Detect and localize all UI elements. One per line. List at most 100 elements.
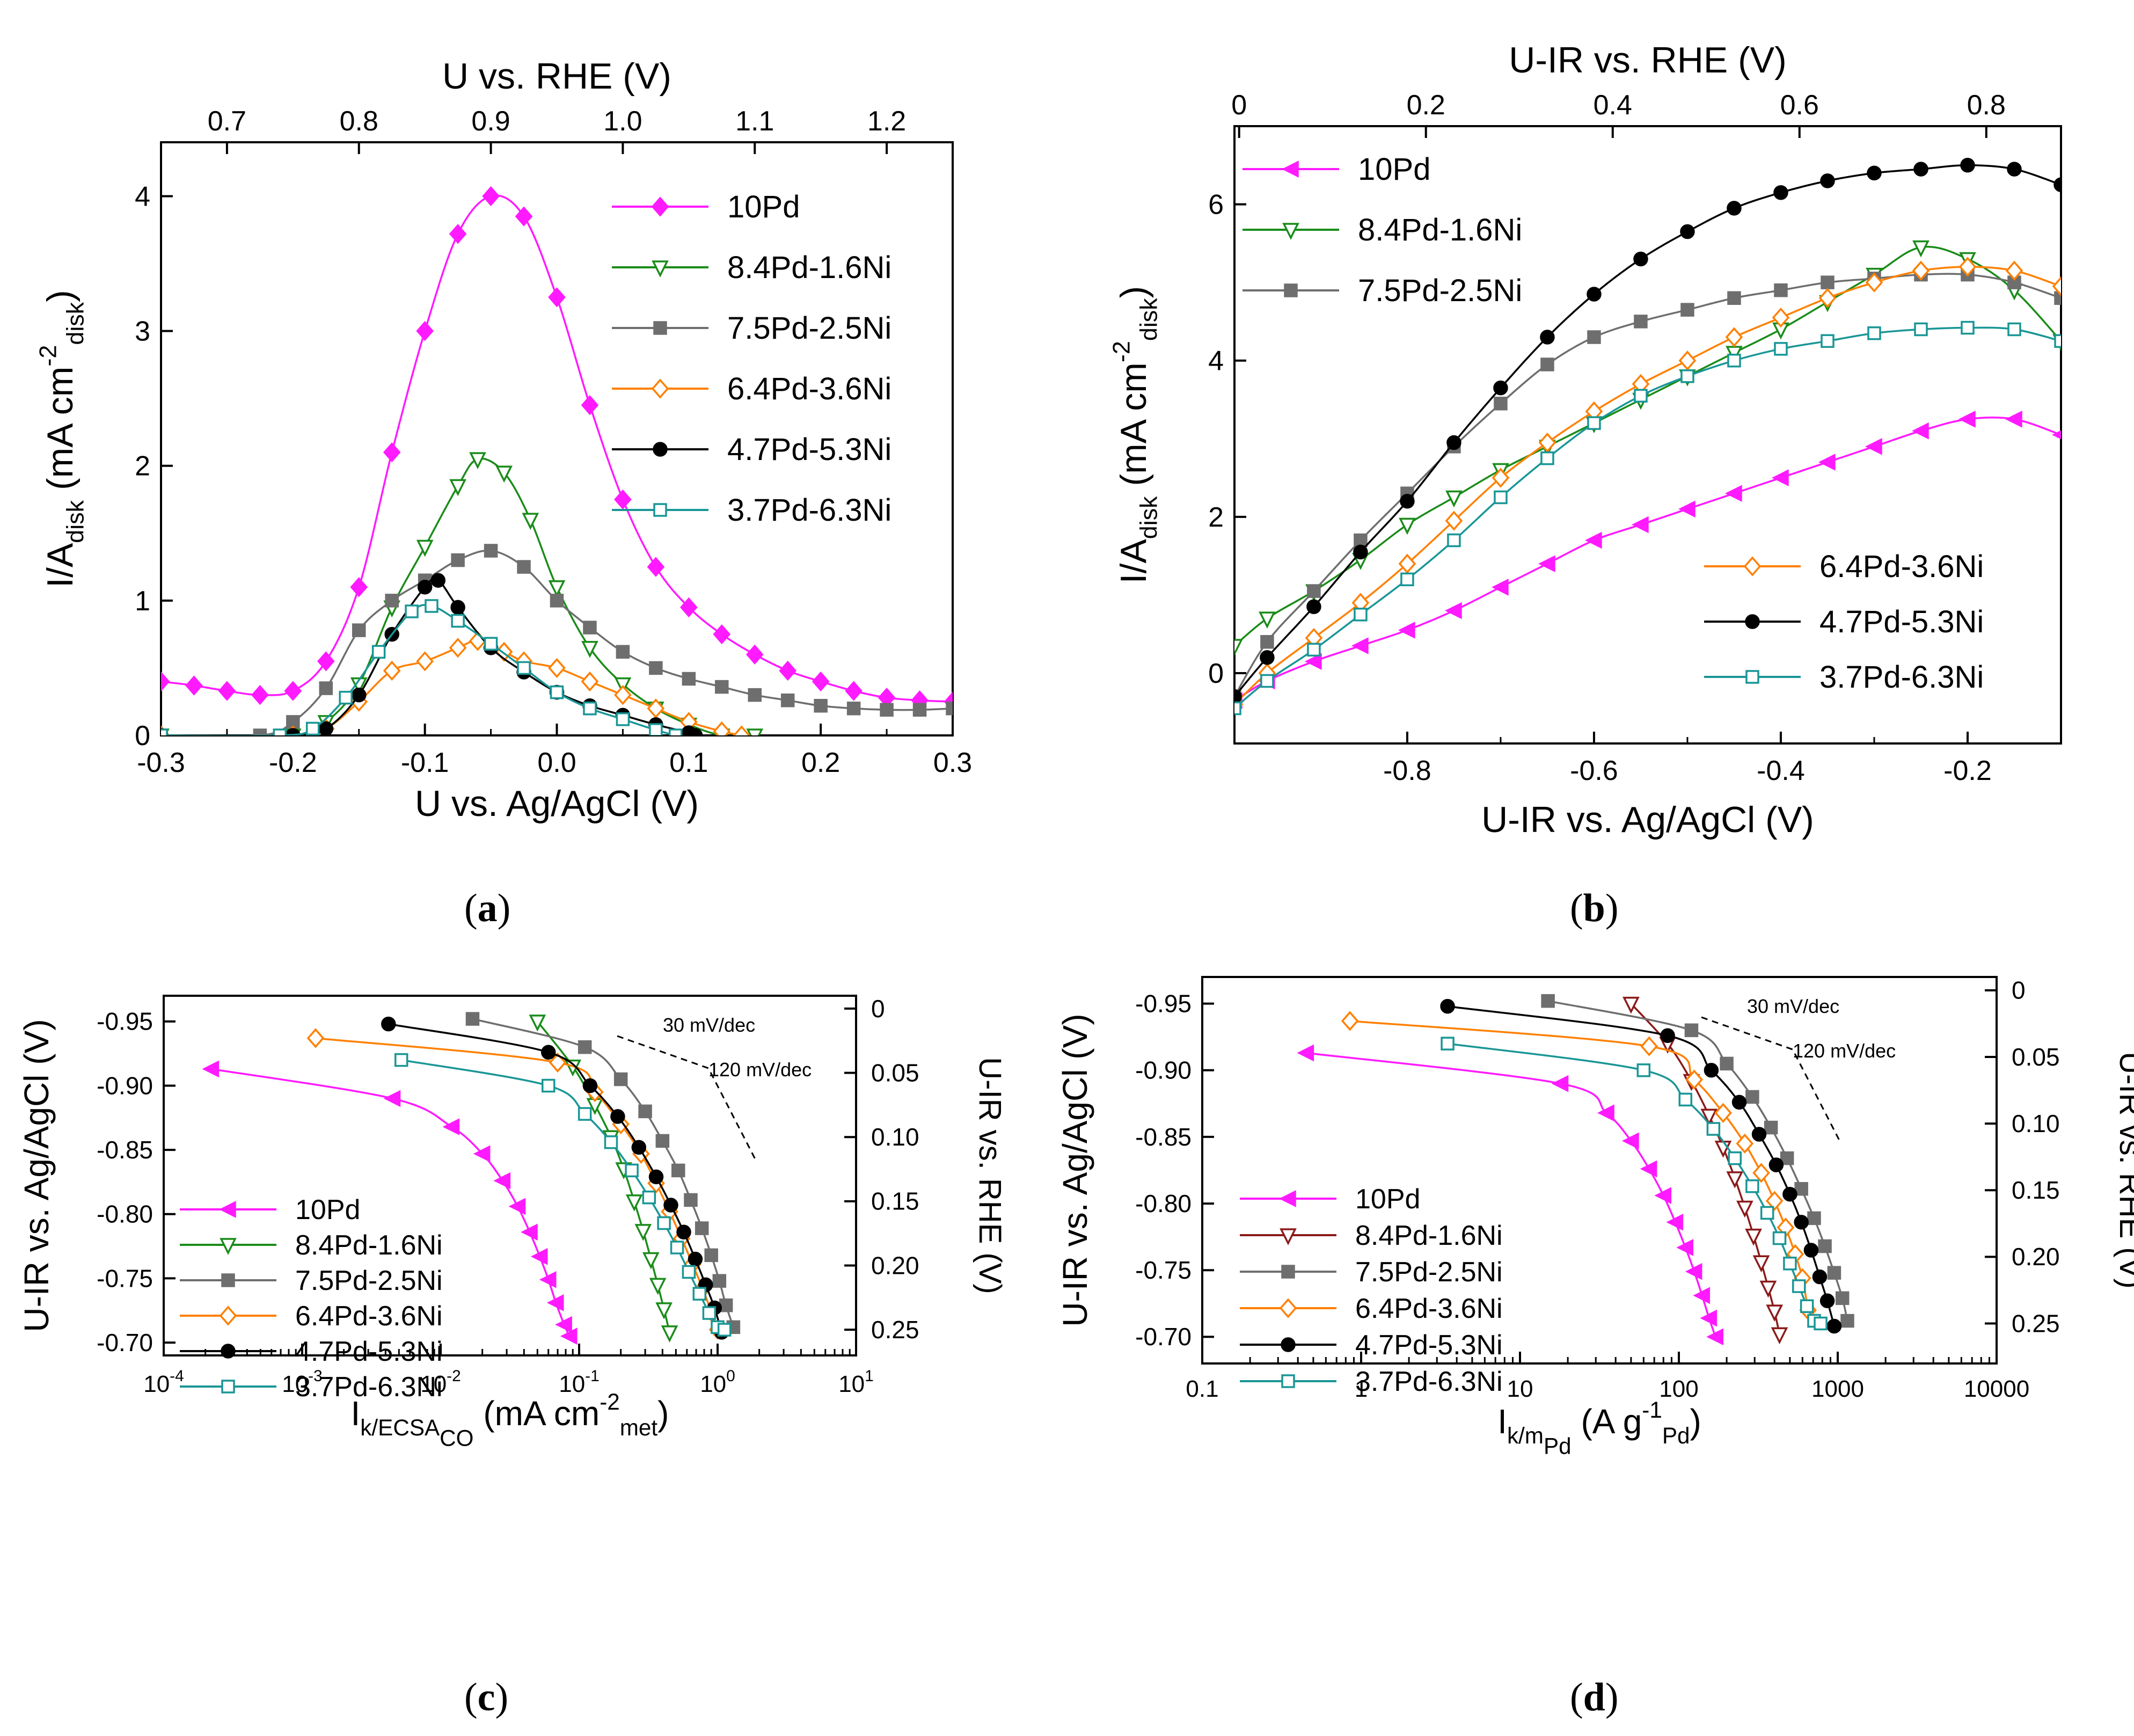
legend-label-a: 7.5Pd-2.5Ni xyxy=(727,311,891,346)
data-point-b-3.7Pd-6.3Ni xyxy=(1494,490,1508,505)
data-point-d-7.5Pd-2.5Ni xyxy=(1764,1120,1778,1135)
data-point-d-4.7Pd-5.3Ni xyxy=(1751,1127,1767,1142)
x-tick-label-d: 10000 xyxy=(1964,1376,2029,1402)
legend-label-a: 6.4Pd-3.6Ni xyxy=(727,371,891,406)
data-point-b-4.7Pd-5.3Ni xyxy=(1680,224,1695,239)
data-point-a-10Pd xyxy=(482,186,500,207)
data-point-c-7.5Pd-2.5Ni xyxy=(613,1072,628,1086)
data-point-d-6.4Pd-3.6Ni xyxy=(1341,1011,1359,1031)
right-tick-label-d: 0.20 xyxy=(2012,1243,2060,1271)
data-point-b-3.7Pd-6.3Ni xyxy=(1234,701,1241,716)
legend-label-d: 10Pd xyxy=(1355,1184,1420,1215)
data-point-a-7.5Pd-2.5Ni xyxy=(715,680,729,694)
data-point-c-7.5Pd-2.5Ni xyxy=(719,1298,733,1312)
data-point-c-8.4Pd-1.6Ni xyxy=(642,1252,660,1270)
data-point-a-10Pd xyxy=(383,442,401,463)
data-point-c-10Pd xyxy=(560,1327,578,1345)
data-point-b-10Pd xyxy=(1351,637,1369,654)
series-line-a-3.7Pd-6.3Ni xyxy=(161,604,676,735)
data-point-b-7.5Pd-2.5Ni xyxy=(1727,291,1741,305)
data-point-d-3.7Pd-6.3Ni xyxy=(1772,1231,1787,1245)
data-point-a-6.4Pd-3.6Ni xyxy=(416,651,434,672)
data-point-d-4.7Pd-5.3Ni xyxy=(1768,1157,1784,1172)
data-point-b-6.4Pd-3.6Ni xyxy=(1772,307,1790,328)
y-tick-label-a: 3 xyxy=(135,316,150,347)
data-point-d-4.7Pd-5.3Ni xyxy=(1803,1243,1819,1258)
data-point-a-6.4Pd-3.6Ni xyxy=(713,721,731,735)
data-point-c-3.7Pd-6.3Ni xyxy=(657,1216,671,1230)
top-tick-label-b: 0.8 xyxy=(1967,90,2006,121)
y-tick-label-b: 4 xyxy=(1208,346,1224,377)
right-tick-label-d: 0 xyxy=(2012,976,2026,1004)
data-point-c-3.7Pd-6.3Ni xyxy=(702,1306,717,1320)
data-point-b-3.7Pd-6.3Ni xyxy=(1867,326,1881,340)
data-point-d-4.7Pd-5.3Ni xyxy=(1826,1318,1842,1334)
legend-marker-d xyxy=(1279,1190,1296,1207)
legend-marker-b xyxy=(1745,614,1760,629)
data-point-a-7.5Pd-2.5Ni xyxy=(780,693,795,707)
data-point-b-4.7Pd-5.3Ni xyxy=(1400,493,1415,509)
data-point-c-10Pd xyxy=(555,1316,572,1333)
data-point-b-10Pd xyxy=(1585,531,1602,549)
x-tick-label-a: 0.3 xyxy=(933,747,972,778)
top-tick-label-b: 0.6 xyxy=(1780,90,1819,121)
data-point-b-6.4Pd-3.6Ni xyxy=(1818,288,1837,308)
data-point-b-4.7Pd-5.3Ni xyxy=(1867,165,1882,181)
data-point-b-7.5Pd-2.5Ni xyxy=(1821,275,1835,289)
panel-label-a: (a) xyxy=(464,886,511,930)
right-tick-label-c: 0.25 xyxy=(871,1316,919,1344)
data-point-c-10Pd xyxy=(493,1172,511,1190)
data-point-d-4.7Pd-5.3Ni xyxy=(1660,1028,1675,1043)
top-tick-label-a: 0.8 xyxy=(340,106,378,137)
data-point-c-4.7Pd-5.3Ni xyxy=(541,1045,556,1060)
legend-marker-b xyxy=(1743,556,1762,577)
data-point-b-6.4Pd-3.6Ni xyxy=(1678,351,1697,371)
data-point-b-6.4Pd-3.6Ni xyxy=(1445,510,1463,531)
data-point-d-6.4Pd-3.6Ni xyxy=(1765,1191,1784,1211)
data-point-a-7.5Pd-2.5Ni xyxy=(451,553,465,567)
data-point-d-8.4Pd-1.6Ni xyxy=(1745,1228,1762,1246)
data-point-a-7.5Pd-2.5Ni xyxy=(253,728,267,735)
data-point-a-4.7Pd-5.3Ni xyxy=(417,580,433,595)
data-point-d-7.5Pd-2.5Ni xyxy=(1818,1239,1832,1253)
data-point-b-10Pd xyxy=(1632,516,1649,534)
data-point-a-10Pd xyxy=(284,681,302,701)
data-point-d-3.7Pd-6.3Ni xyxy=(1814,1316,1828,1331)
chart-panel-c: 10-4 10-3 10-2 10-1 100 101 -0.95 -0.90 -0.85 -0.… xyxy=(17,995,1007,1451)
data-point-d-6.4Pd-3.6Ni xyxy=(1752,1163,1770,1183)
x-tick-label-c: 10-1 xyxy=(559,1367,600,1397)
data-point-a-10Pd xyxy=(680,597,698,618)
slope-label-30-c: 30 mV/dec xyxy=(663,1014,755,1036)
data-point-b-4.7Pd-5.3Ni xyxy=(2053,177,2061,192)
x-tick-label-d: 100 xyxy=(1659,1376,1698,1402)
data-point-b-3.7Pd-6.3Ni xyxy=(1961,320,1975,335)
data-point-d-10Pd xyxy=(1700,1309,1718,1327)
data-point-a-6.4Pd-3.6Ni xyxy=(733,725,750,735)
legend-label-c: 3.7Pd-6.3Ni xyxy=(295,1372,443,1403)
data-point-b-6.4Pd-3.6Ni xyxy=(1492,468,1510,488)
data-point-a-7.5Pd-2.5Ni xyxy=(616,645,630,659)
data-point-b-3.7Pd-6.3Ni xyxy=(1634,389,1648,403)
data-point-a-3.7Pd-6.3Ni xyxy=(517,661,531,675)
series-line-a-7.5Pd-2.5Ni xyxy=(161,549,953,735)
data-point-b-4.7Pd-5.3Ni xyxy=(1234,689,1242,704)
data-point-b-8.4Pd-1.6Ni xyxy=(1259,611,1276,629)
data-point-b-3.7Pd-6.3Ni xyxy=(1260,674,1274,688)
data-point-c-4.7Pd-5.3Ni xyxy=(582,1078,598,1093)
right-tick-label-d: 0.25 xyxy=(2012,1309,2060,1337)
data-point-d-7.5Pd-2.5Ni xyxy=(1835,1291,1850,1305)
legend-marker-c xyxy=(220,1238,237,1255)
data-point-a-10Pd xyxy=(614,489,632,510)
data-point-a-3.7Pd-6.3Ni xyxy=(339,690,353,705)
data-point-b-7.5Pd-2.5Ni xyxy=(1260,635,1274,649)
data-point-c-4.7Pd-5.3Ni xyxy=(688,1251,703,1267)
right-axis-title-d: U-IR vs. RHE (V) xyxy=(2113,1052,2134,1288)
data-point-b-6.4Pd-3.6Ni xyxy=(1725,327,1743,347)
data-point-b-6.4Pd-3.6Ni xyxy=(1398,553,1416,574)
data-point-a-4.7Pd-5.3Ni xyxy=(318,721,334,735)
data-point-d-3.7Pd-6.3Ni xyxy=(1745,1179,1759,1193)
data-point-b-3.7Pd-6.3Ni xyxy=(1587,416,1601,430)
data-point-b-7.5Pd-2.5Ni xyxy=(1587,330,1601,344)
x-tick-label-a: -0.1 xyxy=(401,747,449,778)
